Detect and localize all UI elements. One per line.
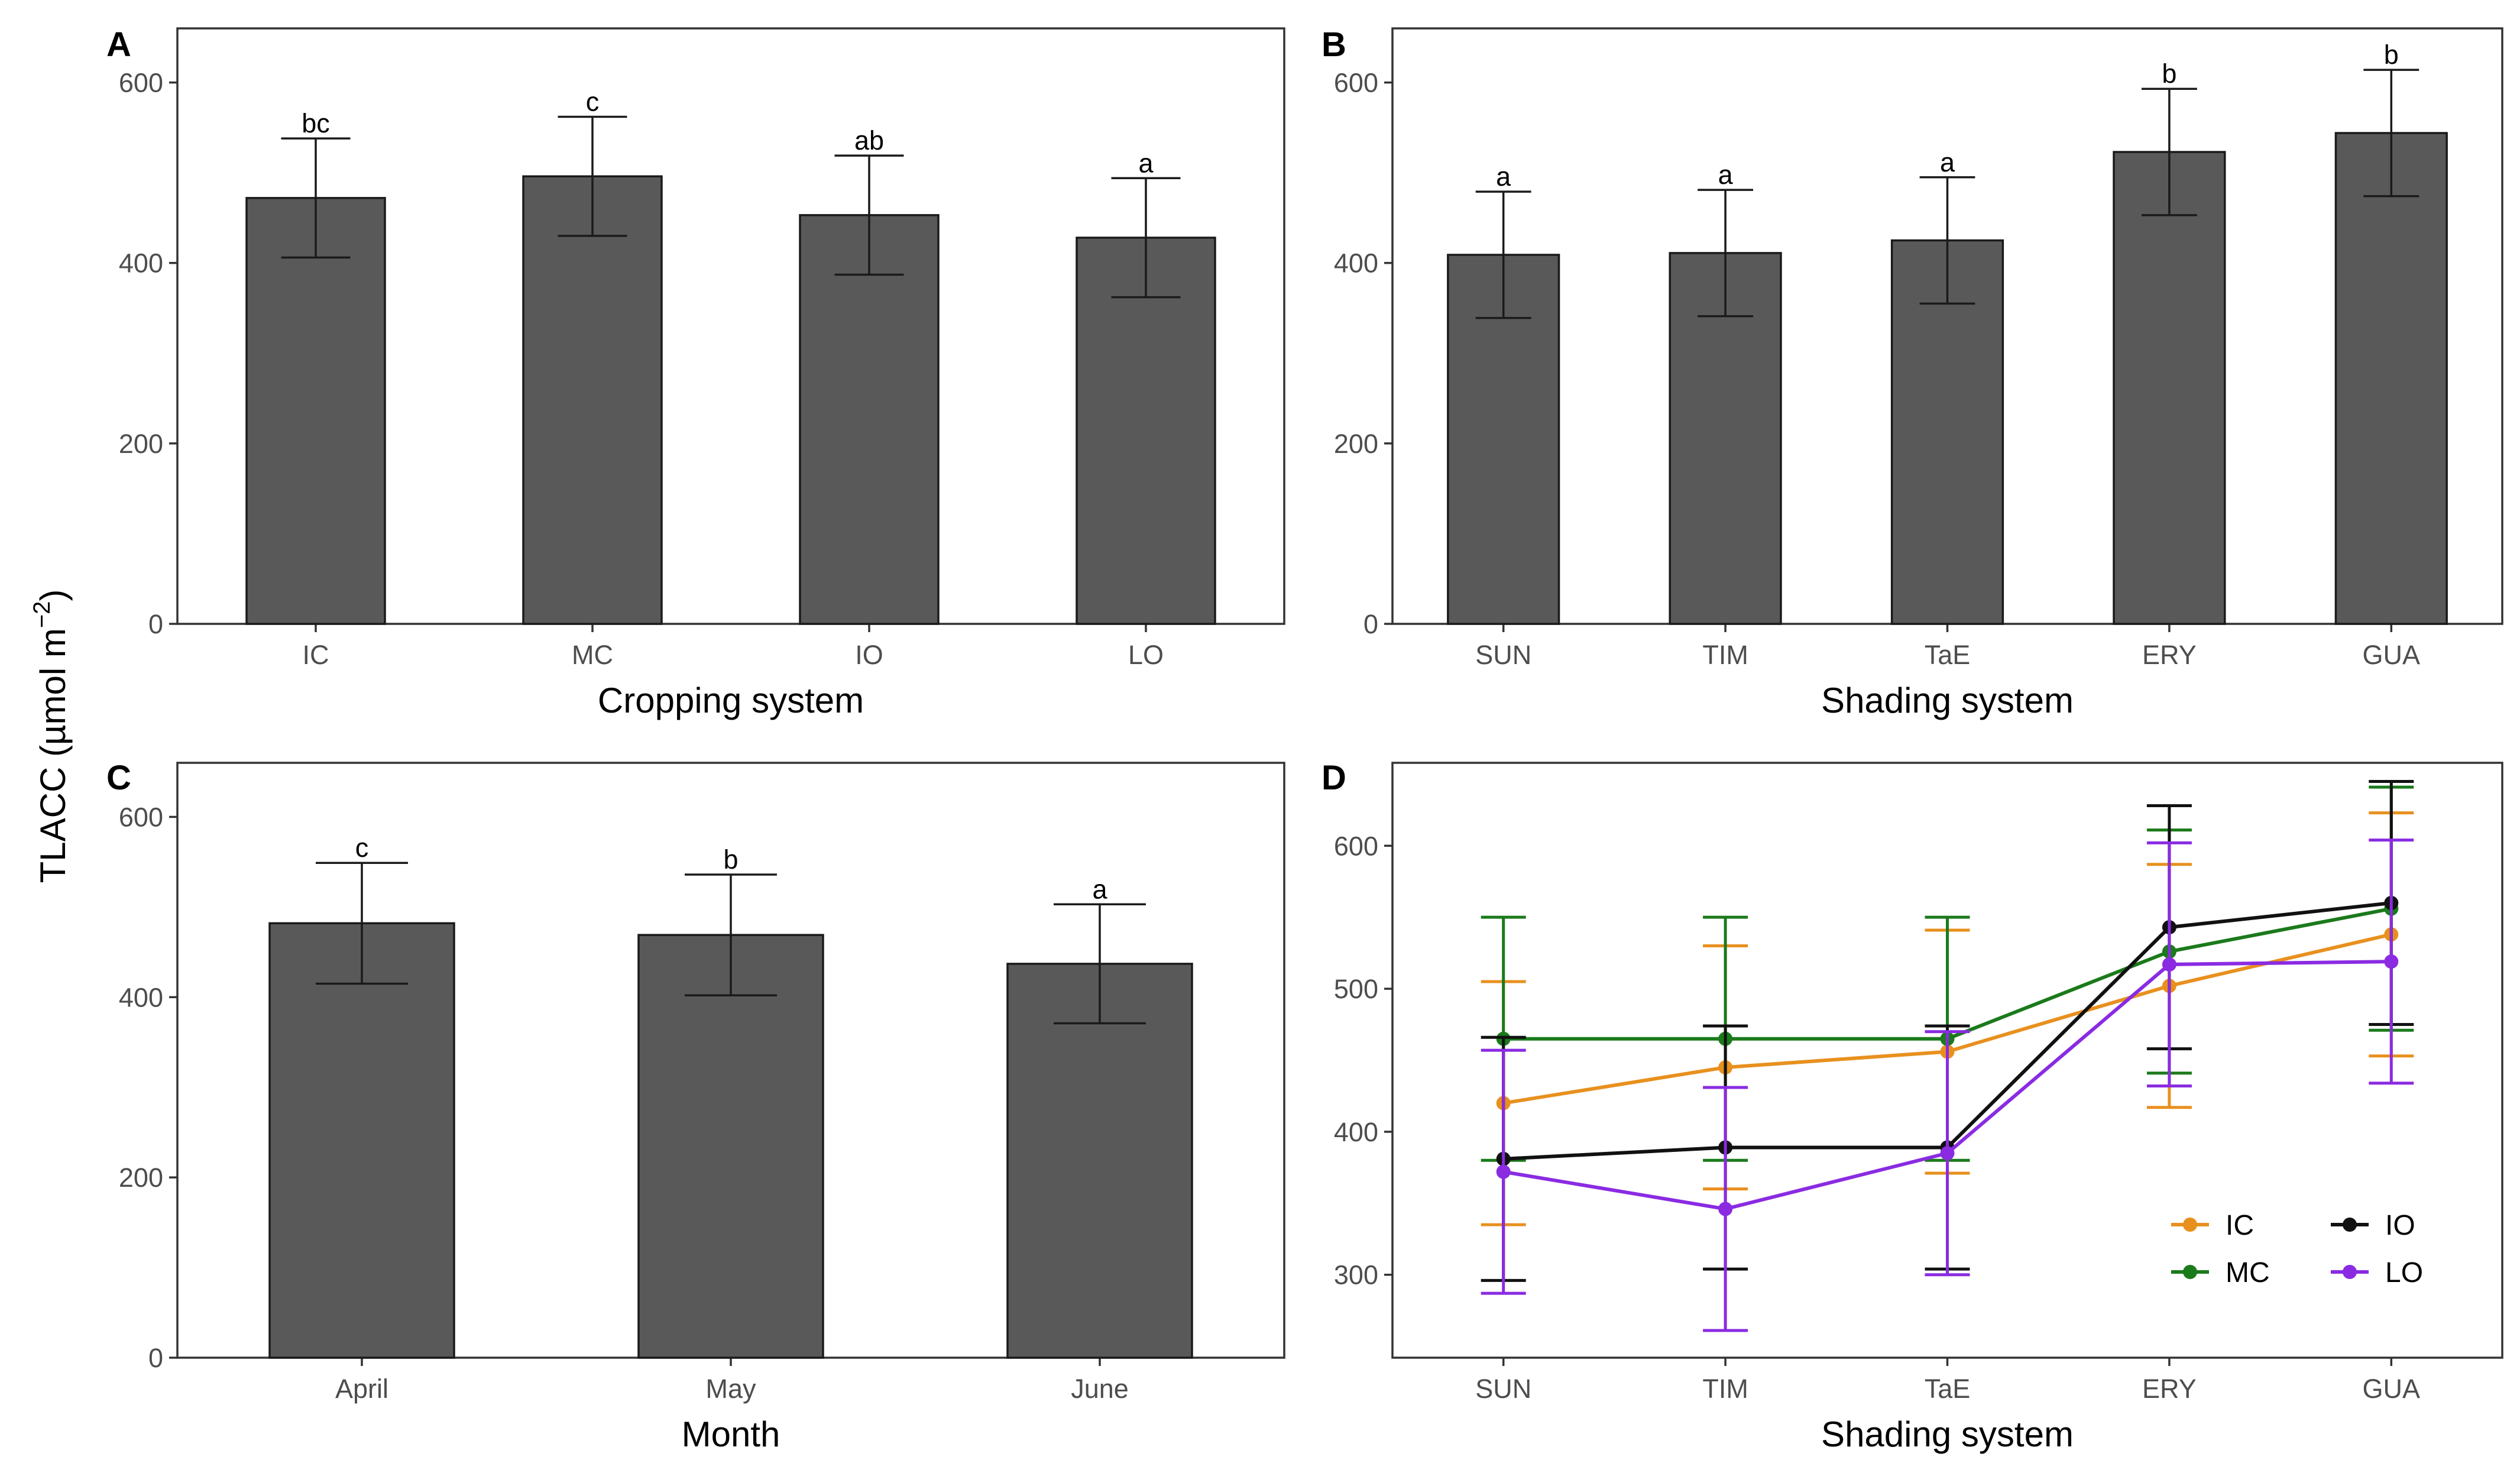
- panel-label-d: D: [1321, 759, 1346, 797]
- bar-may: [637, 934, 824, 1359]
- x-tick-label-tae: TaE: [1925, 1374, 1971, 1404]
- data-point: [1940, 1146, 1955, 1161]
- series-lo: [1481, 839, 2414, 1332]
- data-point: [2384, 954, 2399, 969]
- legend-key-point: [2343, 1265, 2357, 1279]
- x-tick-label-tim: TIM: [1702, 640, 1748, 670]
- bar-gua: [2334, 132, 2448, 625]
- data-point: [1496, 1164, 1511, 1179]
- significance-letter: c: [586, 87, 600, 117]
- data-point: [1718, 1202, 1733, 1216]
- panel-label-c: C: [106, 759, 131, 797]
- bar-ic: [245, 197, 386, 625]
- y-tick-label: 200: [119, 429, 163, 459]
- panel-c: C 0 200 400 600 April May June Month c b a: [106, 759, 1285, 1454]
- y-tick-label: 0: [148, 609, 163, 639]
- significance-letter: b: [2384, 40, 2399, 70]
- x-tick-label-ery: ERY: [2142, 1374, 2197, 1404]
- panel-a: A 0 200 400 600 IC MC IO LO Cropping system bc c ab a: [106, 25, 1285, 720]
- y-tick-label: 600: [1334, 68, 1378, 98]
- x-tick-label-gua: GUA: [2363, 640, 2421, 670]
- x-axis-title: Shading system: [1821, 681, 2074, 720]
- panel-d: D 300 400 500 600 SUN TIM TaE ERY GUA Shading syst…: [1321, 759, 2503, 1454]
- significance-letter: b: [723, 844, 738, 875]
- x-axis-title: Cropping system: [598, 681, 864, 720]
- y-tick-label: 0: [148, 1343, 163, 1373]
- y-tick-label: 600: [119, 802, 163, 832]
- x-tick-label-april: April: [335, 1374, 388, 1404]
- significance-letter: a: [1940, 147, 1955, 177]
- data-point: [2162, 957, 2176, 972]
- panel-label-b: B: [1321, 25, 1346, 64]
- y-tick-label: 600: [1334, 831, 1378, 861]
- y-tick-label: 600: [119, 68, 163, 98]
- y-tick-label: 500: [1334, 974, 1378, 1004]
- legend-label-lo: LO: [2385, 1257, 2423, 1289]
- panel-label-a: A: [106, 25, 131, 64]
- x-tick-label-sun: SUN: [1475, 640, 1531, 670]
- panel-b: B 0 200 400 600 SUN TIM TaE ERY GUA Shading system…: [1321, 25, 2503, 720]
- x-tick-label-lo: LO: [1128, 640, 1164, 670]
- x-tick-label-gua: GUA: [2363, 1374, 2421, 1404]
- y-tick-label: 400: [119, 248, 163, 279]
- significance-letter: a: [1138, 148, 1154, 178]
- significance-letter: c: [355, 833, 369, 863]
- legend-key-point: [2343, 1218, 2357, 1232]
- x-tick-label-june: June: [1071, 1374, 1129, 1404]
- y-axis-title: TLACC (µmol m−2): [29, 590, 73, 883]
- bar-mc: [522, 175, 663, 625]
- x-tick-label-may: May: [705, 1374, 756, 1404]
- y-tick-label: 200: [119, 1163, 163, 1193]
- significance-letter: bc: [302, 108, 330, 138]
- legend-key-point: [2183, 1265, 2197, 1279]
- y-tick-label: 400: [1334, 248, 1378, 279]
- x-tick-label-ery: ERY: [2142, 640, 2197, 670]
- y-tick-label: 400: [1334, 1117, 1378, 1147]
- bar-ery: [2113, 151, 2226, 625]
- bar-io: [799, 214, 940, 625]
- significance-letter: b: [2162, 59, 2176, 89]
- legend-label-ic: IC: [2226, 1210, 2254, 1241]
- legend: IC MC IO LO: [2171, 1210, 2423, 1289]
- significance-letter: a: [1496, 161, 1511, 192]
- x-axis-title: Shading system: [1821, 1414, 2074, 1454]
- significance-letter: ab: [854, 125, 884, 156]
- legend-label-io: IO: [2385, 1210, 2415, 1241]
- x-tick-label-tim: TIM: [1702, 1374, 1748, 1404]
- bar-april: [268, 922, 455, 1359]
- y-tick-label: 0: [1363, 609, 1378, 639]
- y-tick-label: 300: [1334, 1260, 1378, 1290]
- x-tick-label-tae: TaE: [1925, 640, 1971, 670]
- bar-lo: [1076, 237, 1216, 625]
- bar-june: [1006, 963, 1193, 1359]
- significance-letter: a: [1718, 160, 1734, 190]
- x-axis-title: Month: [682, 1414, 780, 1454]
- x-tick-label-sun: SUN: [1475, 1374, 1531, 1404]
- legend-label-mc: MC: [2226, 1257, 2270, 1289]
- legend-key-point: [2183, 1218, 2197, 1232]
- y-tick-label: 200: [1334, 429, 1378, 459]
- x-tick-label-io: IO: [855, 640, 883, 670]
- x-tick-label-mc: MC: [572, 640, 613, 670]
- significance-letter: a: [1092, 874, 1107, 904]
- x-tick-label-ic: IC: [303, 640, 329, 670]
- bar-tae: [1890, 239, 2004, 625]
- y-tick-label: 400: [119, 982, 163, 1012]
